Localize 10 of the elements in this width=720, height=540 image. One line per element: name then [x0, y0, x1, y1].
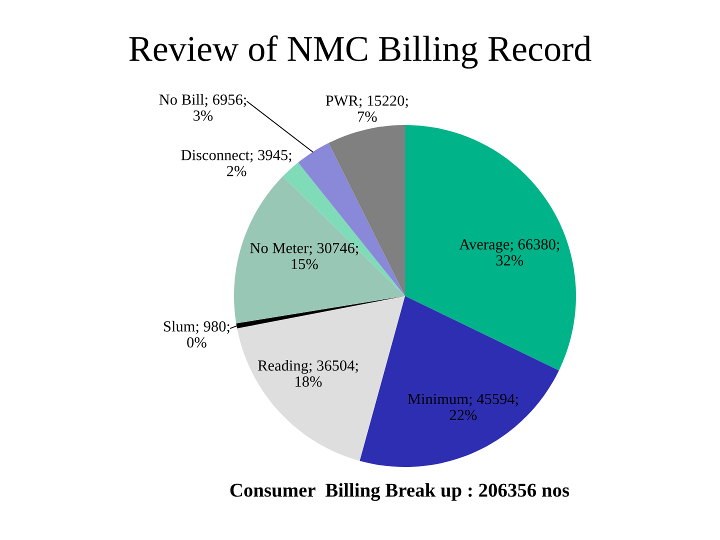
slice-label: Average; 66380; 32%	[459, 239, 560, 266]
slice-label: No Meter; 30746; 15%	[250, 242, 358, 270]
chart-title: Review of NMC Billing Record	[129, 35, 592, 69]
slice-label: Reading; 36504; 18%	[258, 360, 358, 387]
slice-label: Minimum; 45594; 22%	[408, 394, 518, 420]
slice-label: Disconnect; 3945; 2%	[181, 150, 292, 176]
slice-label: No Bill; 6956; 3%	[159, 94, 246, 121]
slice-label: PWR; 15220; 7%	[326, 96, 408, 122]
text: Consumer Billing Break up : 206356 nos	[230, 483, 570, 501]
slice-label: Slum; 980; 0%	[164, 320, 230, 348]
